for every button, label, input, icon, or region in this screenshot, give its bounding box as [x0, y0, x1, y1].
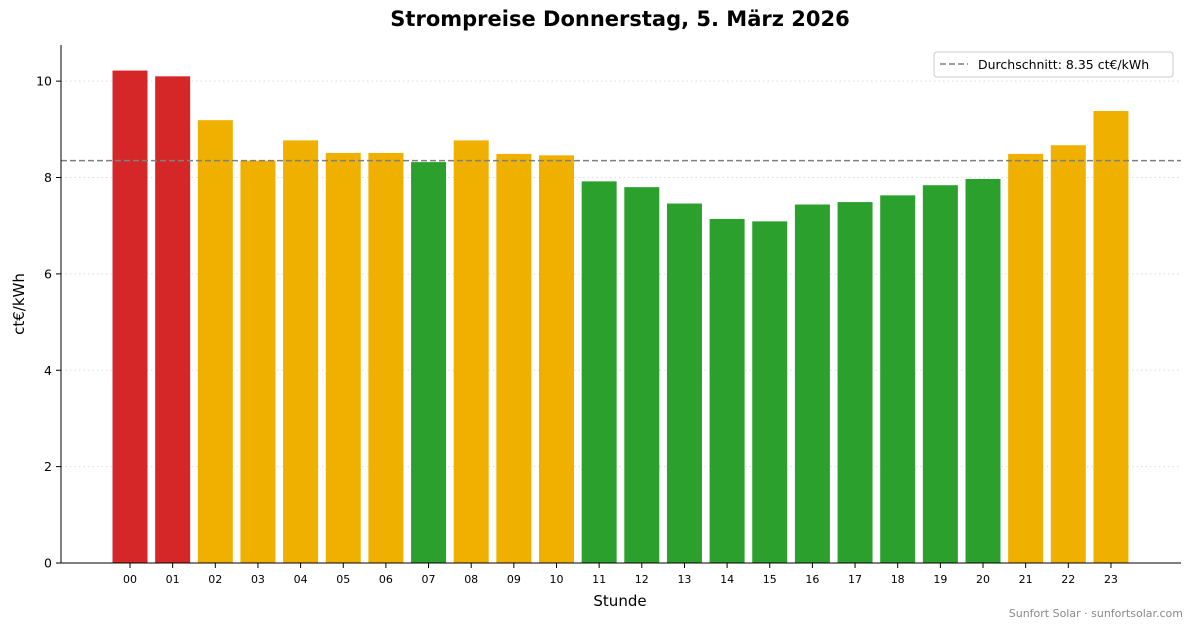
- bar-17: [837, 202, 873, 563]
- y-ticks: 0 2 4 6 8 10: [36, 74, 61, 571]
- x-tick-label: 14: [720, 573, 734, 586]
- x-tick-label: 09: [507, 573, 521, 586]
- legend-label: Durchschnitt: 8.35 ct€/kWh: [978, 57, 1149, 72]
- y-tick-label: 4: [44, 363, 52, 378]
- y-tick-label: 0: [44, 556, 52, 571]
- x-tick-label: 17: [848, 573, 862, 586]
- x-axis-label: Stunde: [593, 592, 646, 610]
- bar-10: [539, 155, 574, 563]
- bar-16: [794, 204, 830, 563]
- bar-02: [197, 120, 233, 564]
- x-tick-label: 11: [592, 573, 606, 586]
- x-tick-label: 19: [933, 573, 947, 586]
- x-tick-label: 07: [422, 573, 436, 586]
- axes: [60, 45, 1181, 564]
- bar-22: [1050, 145, 1086, 563]
- bar-12: [624, 187, 660, 563]
- bar-15: [752, 221, 788, 563]
- x-tick-label: 16: [805, 573, 819, 586]
- x-tick-label: 10: [550, 573, 564, 586]
- x-tick-label: 05: [336, 573, 350, 586]
- credit-text: Sunfort Solar · sunfortsolar.com: [1008, 607, 1183, 620]
- bar-07: [411, 162, 447, 563]
- x-tick-label: 21: [1019, 573, 1033, 586]
- bar-08: [453, 140, 489, 563]
- bar-00: [112, 70, 148, 563]
- x-tick-label: 02: [208, 573, 222, 586]
- bar-04: [283, 140, 319, 563]
- x-tick-label: 18: [891, 573, 905, 586]
- bar-14: [709, 218, 745, 563]
- x-tick-label: 13: [677, 573, 691, 586]
- bar-21: [1008, 153, 1044, 564]
- bar-03: [240, 160, 276, 563]
- bars: [112, 70, 1129, 564]
- x-ticks: 00 01 02 03 04 05 06 07 08 09 10 11 12 13 14 15 16 17 18 19…: [123, 563, 1118, 586]
- bar-11: [581, 181, 617, 563]
- x-tick-label: 12: [635, 573, 649, 586]
- x-tick-label: 04: [294, 573, 308, 586]
- bar-18: [880, 195, 916, 564]
- x-tick-label: 00: [123, 573, 137, 586]
- x-tick-label: 23: [1104, 573, 1118, 586]
- legend: Durchschnitt: 8.35 ct€/kWh: [933, 51, 1174, 78]
- x-tick-label: 15: [763, 573, 777, 586]
- x-tick-label: 01: [166, 573, 180, 586]
- bar-09: [496, 153, 532, 564]
- x-tick-label: 22: [1061, 573, 1075, 586]
- bar-20: [965, 178, 1001, 563]
- y-tick-label: 6: [44, 266, 52, 281]
- legend-box: [933, 51, 1174, 78]
- y-tick-label: 10: [36, 74, 52, 89]
- x-tick-label: 06: [379, 573, 393, 586]
- bar-05: [325, 152, 361, 563]
- x-tick-label: 03: [251, 573, 265, 586]
- x-tick-label: 08: [464, 573, 478, 586]
- y-axis-label: ct€/kWh: [10, 273, 28, 335]
- bar-13: [666, 203, 702, 563]
- bar-06: [368, 152, 404, 563]
- bar-01: [155, 76, 191, 564]
- x-tick-label: 20: [976, 573, 990, 586]
- chart-title: Strompreise Donnerstag, 5. März 2026: [390, 7, 849, 31]
- bar-19: [922, 185, 958, 564]
- y-tick-label: 8: [44, 170, 52, 185]
- bar-23: [1093, 111, 1129, 563]
- y-tick-label: 2: [44, 459, 52, 474]
